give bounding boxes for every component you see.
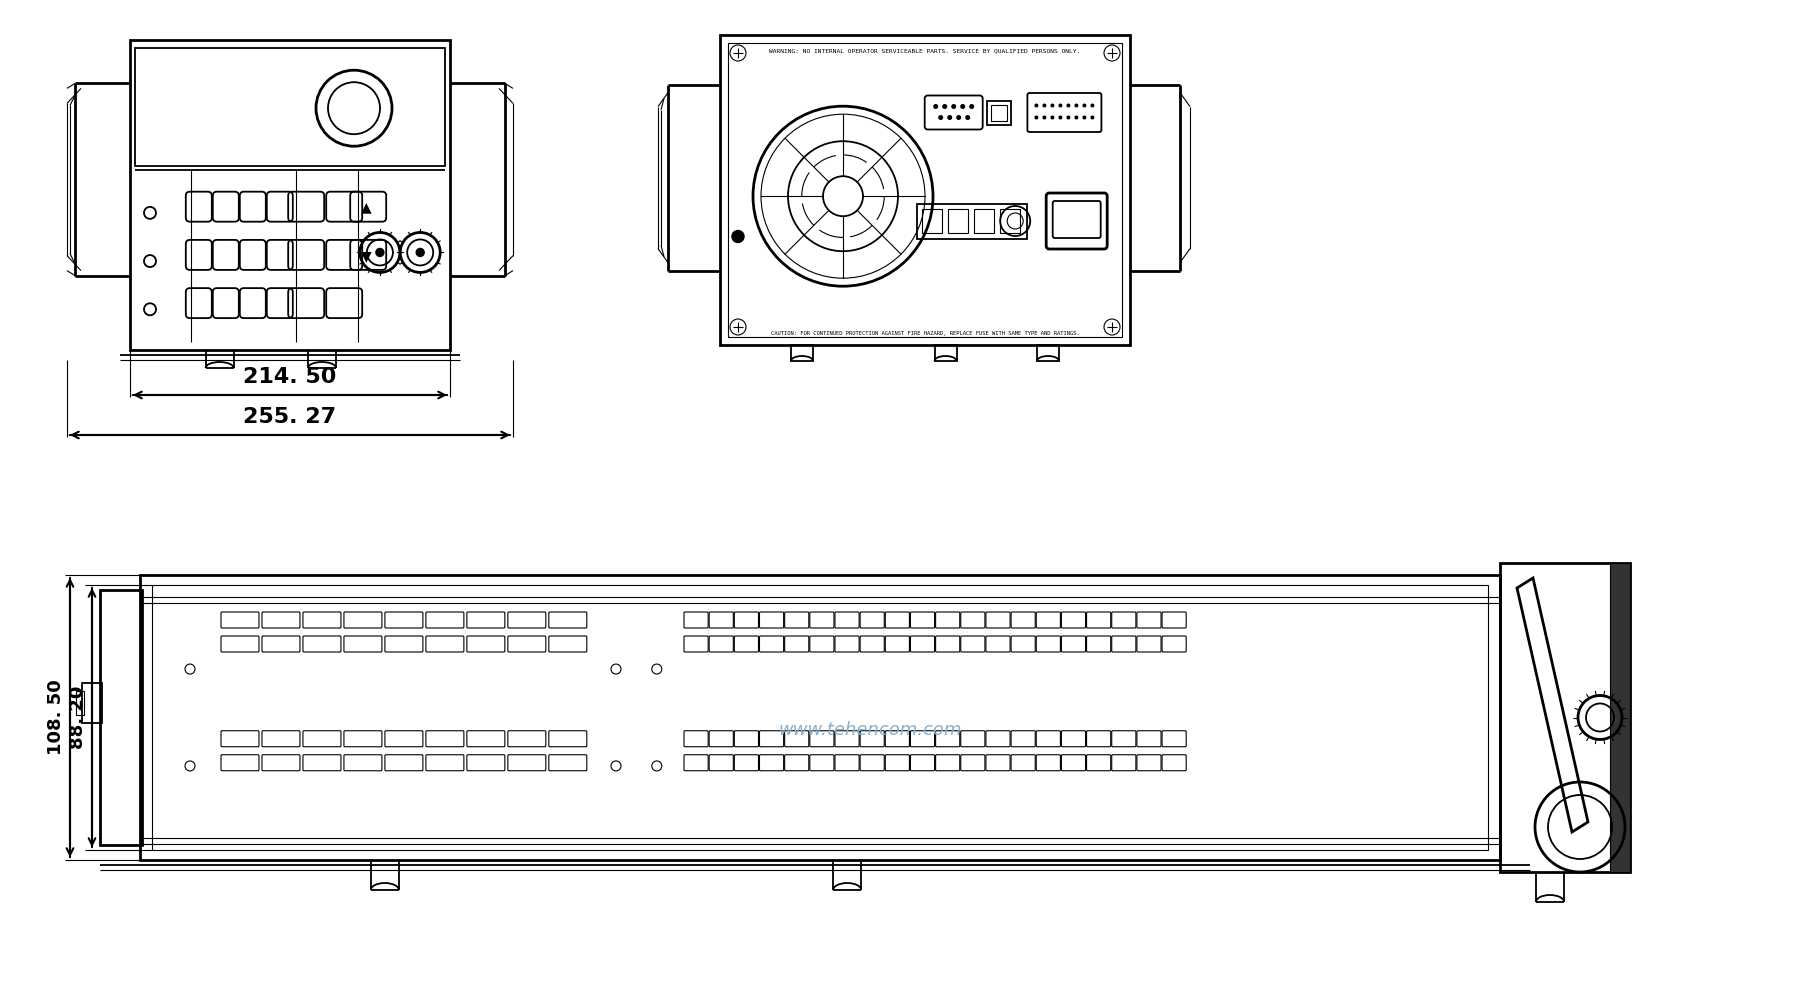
Circle shape: [1066, 115, 1071, 119]
Circle shape: [1075, 115, 1078, 119]
Circle shape: [938, 115, 943, 120]
Circle shape: [416, 248, 425, 256]
Bar: [727, 43, 1121, 337]
Circle shape: [959, 104, 965, 109]
Bar: [130, 40, 450, 350]
Circle shape: [956, 115, 961, 120]
Circle shape: [950, 104, 956, 109]
Bar: [1499, 563, 1631, 872]
Text: ▼: ▼: [360, 249, 371, 263]
Circle shape: [1035, 104, 1039, 107]
Bar: [986, 101, 1012, 124]
Text: WARNING: NO INTERNAL OPERATOR SERVICEABLE PARTS. SERVICE BY QUALIFIED PERSONS ON: WARNING: NO INTERNAL OPERATOR SERVICEABL…: [769, 48, 1080, 53]
Text: 108. 50: 108. 50: [47, 680, 65, 755]
Bar: [790, 345, 814, 361]
Circle shape: [1058, 104, 1062, 107]
Text: 88. 20: 88. 20: [68, 686, 86, 749]
Bar: [101, 590, 142, 845]
Circle shape: [376, 248, 383, 256]
Bar: [949, 209, 968, 233]
Bar: [1037, 345, 1058, 361]
Circle shape: [1066, 104, 1071, 107]
Bar: [140, 575, 1499, 860]
Text: ▲: ▲: [360, 201, 371, 215]
Circle shape: [1051, 104, 1055, 107]
Bar: [916, 204, 1026, 238]
Circle shape: [1042, 115, 1046, 119]
Bar: [974, 209, 994, 233]
Circle shape: [1082, 115, 1087, 119]
Circle shape: [1082, 104, 1087, 107]
Circle shape: [965, 115, 970, 120]
Circle shape: [1035, 115, 1039, 119]
Circle shape: [1075, 104, 1078, 107]
Circle shape: [968, 104, 974, 109]
Circle shape: [1051, 115, 1055, 119]
Bar: [999, 209, 1021, 233]
Circle shape: [1042, 104, 1046, 107]
Circle shape: [1091, 115, 1094, 119]
Bar: [934, 345, 956, 361]
Circle shape: [733, 231, 743, 242]
Bar: [83, 683, 103, 723]
Bar: [151, 585, 1489, 850]
Bar: [76, 691, 85, 715]
Bar: [990, 104, 1006, 120]
Circle shape: [932, 104, 938, 109]
Circle shape: [947, 115, 952, 120]
Bar: [922, 209, 941, 233]
Circle shape: [1091, 104, 1094, 107]
Bar: [135, 48, 445, 166]
Bar: [1609, 563, 1631, 872]
Text: 255. 27: 255. 27: [243, 407, 337, 427]
Text: 214. 50: 214. 50: [243, 367, 337, 387]
Circle shape: [941, 104, 947, 109]
Bar: [720, 35, 1130, 345]
Text: www.tehencom.com: www.tehencom.com: [778, 721, 961, 739]
Text: CAUTION: FOR CONTINUED PROTECTION AGAINST FIRE HAZARD, REPLACE FUSE WITH SAME TY: CAUTION: FOR CONTINUED PROTECTION AGAINS…: [770, 330, 1080, 336]
Circle shape: [1058, 115, 1062, 119]
